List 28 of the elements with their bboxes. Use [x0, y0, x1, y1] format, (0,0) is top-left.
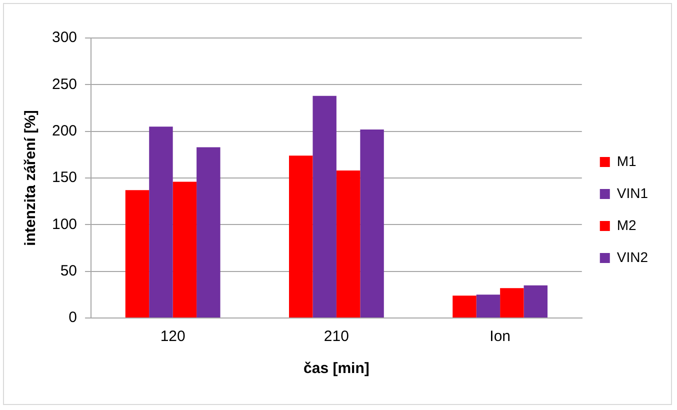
y-tick-label: 300 — [52, 29, 78, 46]
bar — [289, 156, 313, 318]
bar — [312, 96, 336, 318]
bar — [360, 129, 384, 318]
bar — [476, 294, 500, 318]
y-tick-label: 0 — [68, 309, 78, 326]
x-tick-label: 120 — [160, 328, 186, 346]
bar — [196, 147, 220, 318]
bar — [524, 285, 548, 318]
x-tick-label: Ion — [490, 328, 510, 346]
bar — [172, 182, 197, 318]
y-tick-label: 250 — [52, 76, 78, 93]
x-tick-label: 210 — [324, 328, 349, 346]
bar — [336, 170, 360, 318]
legend-label: M2 — [616, 216, 637, 233]
y-tick-label: 200 — [52, 122, 78, 140]
y-axis-title: intenzita záření [%] — [22, 110, 40, 246]
y-tick-label: 150 — [52, 169, 78, 186]
legend-label: VIN2 — [616, 248, 648, 265]
y-tick-label: 50 — [60, 262, 78, 280]
y-tick-label: 100 — [52, 216, 78, 233]
x-axis-title: čas [min] — [304, 360, 370, 378]
bar — [125, 190, 150, 318]
bar — [452, 296, 476, 318]
legend-label: M1 — [616, 152, 637, 169]
bar — [149, 126, 173, 318]
bar — [500, 288, 524, 318]
legend-label: VIN1 — [616, 184, 648, 201]
